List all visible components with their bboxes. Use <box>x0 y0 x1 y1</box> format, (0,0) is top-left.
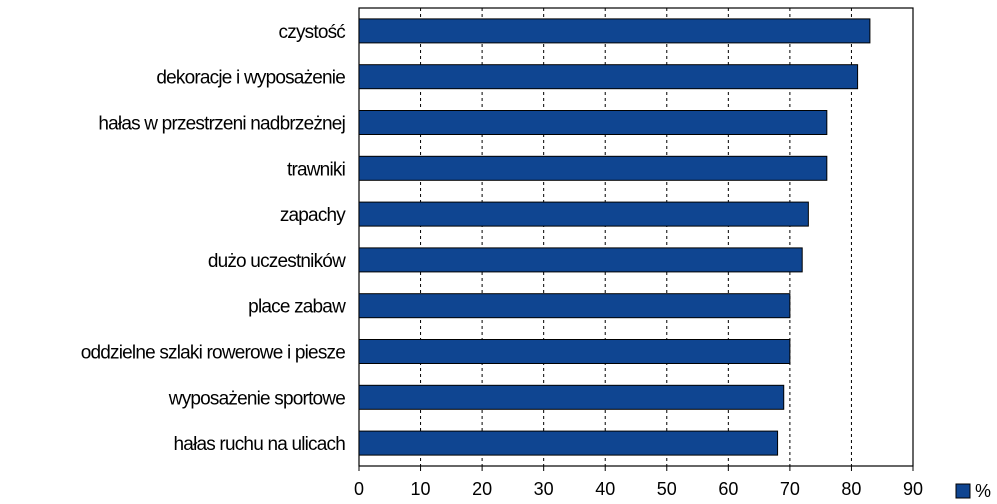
category-label: czystość <box>279 22 346 43</box>
bar-3 <box>358 155 828 181</box>
bar-5 <box>358 247 803 273</box>
x-tick-label: 90 <box>903 479 923 499</box>
category-label: hałas ruchu na ulicach <box>174 434 346 455</box>
category-label: oddzielne szlaki rowerowe i piesze <box>81 343 346 364</box>
legend: % <box>955 481 991 501</box>
bar-4 <box>358 201 809 227</box>
category-label: wyposażenie sportowe <box>168 388 345 409</box>
x-tick-label: 20 <box>472 479 492 499</box>
legend-swatch <box>955 483 971 499</box>
grid-lines <box>420 8 852 466</box>
x-tick-label: 50 <box>657 479 677 499</box>
bar-7 <box>358 339 791 364</box>
category-label: trawniki <box>287 159 345 180</box>
category-label: dekoracje i wyposażenie <box>156 68 345 89</box>
x-tick-label: 30 <box>534 479 554 499</box>
legend-label: % <box>975 481 991 501</box>
bar-8 <box>358 384 785 410</box>
bar-1 <box>358 64 859 90</box>
category-label: hałas w przestrzeni nadbrzeżnej <box>98 114 345 135</box>
bar-6 <box>358 293 791 319</box>
x-tick-label: 60 <box>718 479 738 499</box>
x-tick-label: 70 <box>780 479 800 499</box>
x-tick-label: 80 <box>841 479 861 499</box>
category-label: place zabaw <box>248 297 346 318</box>
category-label: dużo uczestników <box>208 251 346 272</box>
category-labels: czystość dekoracje i wyposażenie hałas w p… <box>81 22 347 455</box>
plot-area-frame <box>358 7 914 467</box>
bar-9 <box>358 430 779 456</box>
bars <box>358 18 871 456</box>
category-label: zapachy <box>280 205 346 226</box>
x-tick-label: 40 <box>595 479 615 499</box>
x-tick-label: 0 <box>354 479 364 499</box>
x-tick-label: 10 <box>411 479 431 499</box>
x-axis-ticks: 0 10 20 30 40 50 60 70 80 90 <box>354 466 923 499</box>
bar-2 <box>358 110 828 135</box>
bar-0 <box>358 18 871 44</box>
